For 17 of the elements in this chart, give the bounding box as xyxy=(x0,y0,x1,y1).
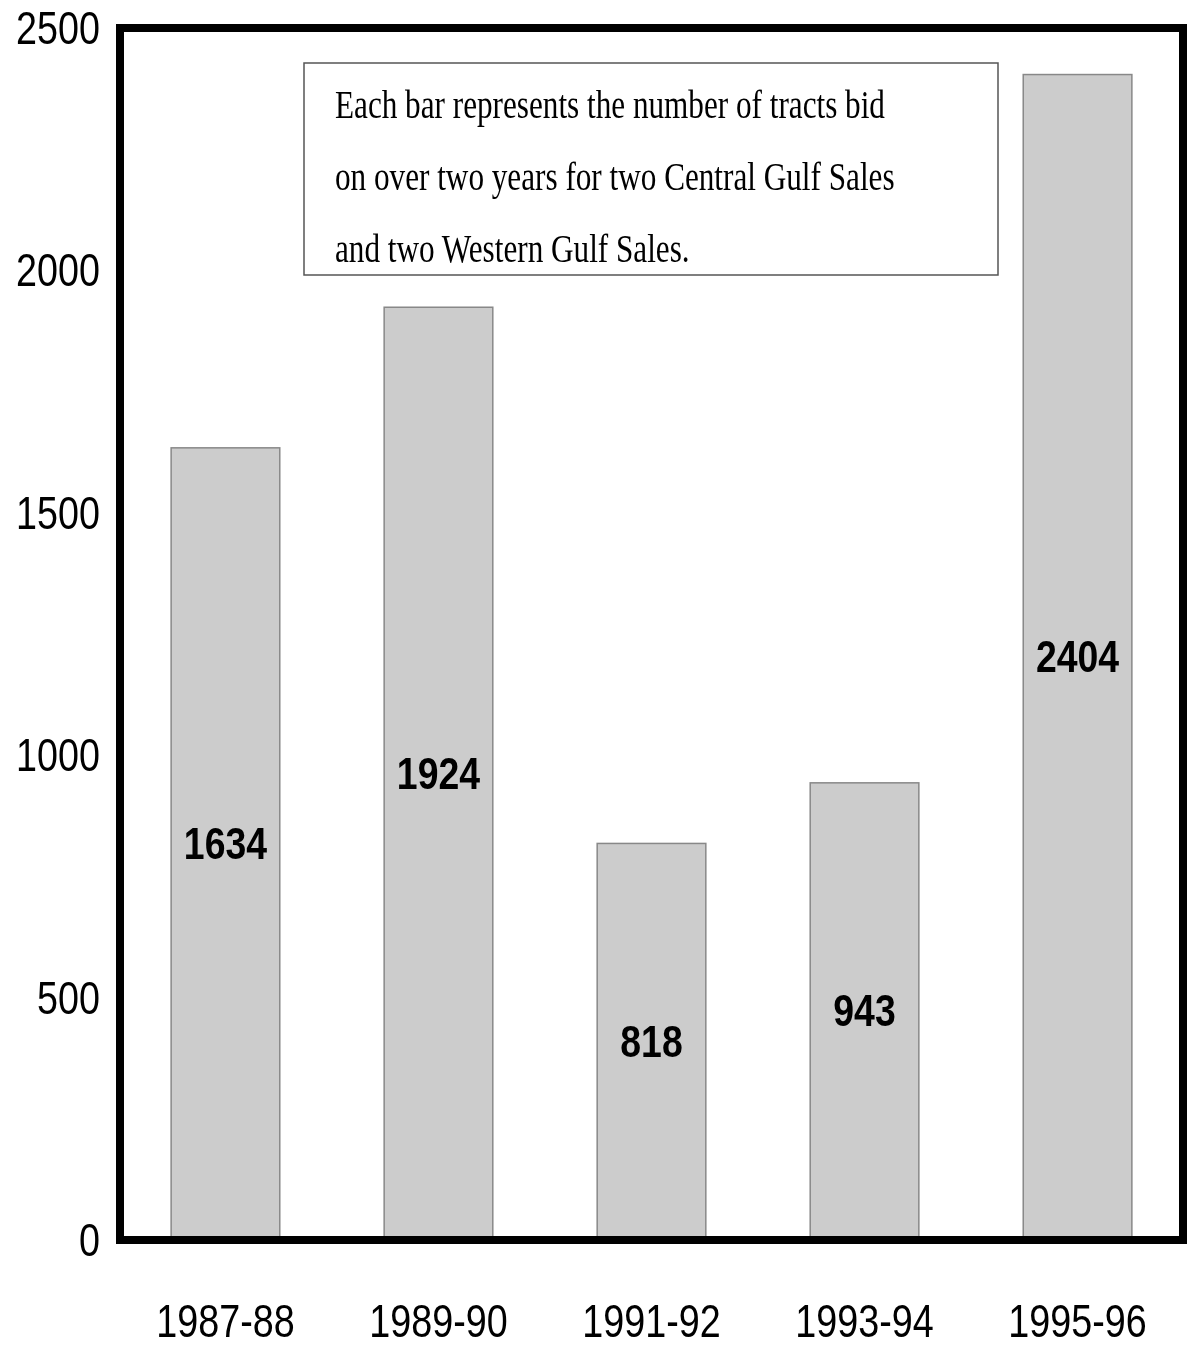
data-label: 1924 xyxy=(396,748,481,799)
data-label: 2404 xyxy=(1035,632,1120,682)
data-label: 818 xyxy=(620,1016,683,1067)
y-tick-label: 2500 xyxy=(16,2,100,54)
x-tick-label: 1993-94 xyxy=(795,1295,934,1347)
data-label: 1634 xyxy=(183,819,268,869)
x-tick-label: 1987-88 xyxy=(156,1295,295,1347)
data-label: 943 xyxy=(833,986,896,1037)
y-tick-label: 2000 xyxy=(16,244,100,297)
annotation: Each bar represents the number of tracts bid on over two years for two Central Gulf Sales and two Western Gulf Sales. xyxy=(335,82,895,271)
y-tick-label: 1000 xyxy=(16,729,100,782)
x-tick-label: 1991-92 xyxy=(582,1295,721,1347)
y-tick-label: 0 xyxy=(79,1214,100,1266)
y-tick-label: 1500 xyxy=(16,487,100,539)
x-tick-label: 1989-90 xyxy=(369,1295,508,1347)
x-tick-label: 1995-96 xyxy=(1008,1295,1147,1347)
y-tick-label: 500 xyxy=(37,972,100,1024)
